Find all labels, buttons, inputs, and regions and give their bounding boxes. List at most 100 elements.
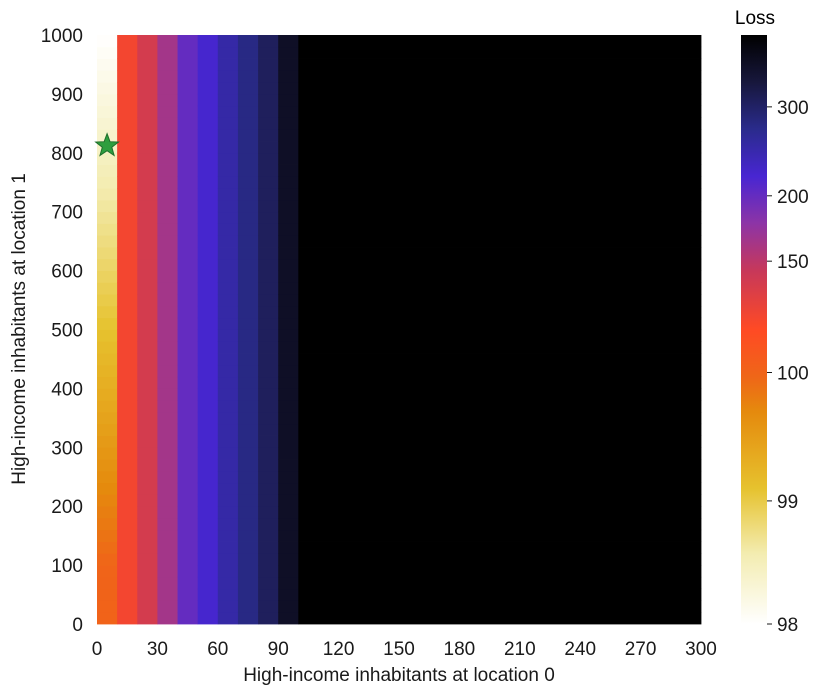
heatmap-cell <box>117 388 138 401</box>
heatmap-cell <box>177 341 199 354</box>
heatmap-cell <box>197 411 219 425</box>
heatmap-cell <box>177 588 199 601</box>
heatmap-cell <box>157 235 178 248</box>
heatmap-cell <box>298 541 702 554</box>
heatmap-cell <box>177 294 199 307</box>
heatmap-cell <box>217 329 239 342</box>
heatmap-cell <box>117 129 138 142</box>
heatmap-cell <box>298 129 702 142</box>
x-tick-label: 120 <box>323 639 355 660</box>
heatmap-cell <box>157 388 178 401</box>
heatmap-cell <box>197 364 219 378</box>
heatmap-cell <box>177 459 199 472</box>
heatmap-cell <box>137 364 158 378</box>
heatmap-cell <box>177 247 199 260</box>
heatmap-cell <box>157 93 178 107</box>
heatmap-cell <box>237 82 259 95</box>
heatmap-cell <box>157 35 178 48</box>
heatmap-cell <box>177 364 199 378</box>
heatmap-cell <box>117 247 138 260</box>
heatmap-cell <box>197 82 219 95</box>
colorbar: Loss 98 99 100 150 200 300 <box>735 8 809 636</box>
heatmap-cell <box>117 400 138 413</box>
heatmap-cell <box>197 58 219 71</box>
heatmap-cell <box>197 470 219 484</box>
heatmap-cell <box>97 364 118 378</box>
heatmap-cell <box>117 270 138 283</box>
heatmap-cell <box>177 129 199 142</box>
heatmap-cell <box>278 588 299 601</box>
heatmap-cell <box>217 176 239 189</box>
heatmap-cell <box>117 364 138 378</box>
heatmap-cell <box>177 494 199 507</box>
heatmap-cell <box>217 164 239 177</box>
heatmap-cell <box>217 294 239 307</box>
heatmap-cell <box>177 400 199 413</box>
heatmap-cell <box>137 600 158 613</box>
heatmap-cell <box>137 235 158 248</box>
y-tick-label: 400 <box>51 379 83 400</box>
heatmap-cell <box>177 435 199 448</box>
heatmap-cell <box>237 35 259 48</box>
heatmap-cell <box>258 152 279 165</box>
heatmap-cell <box>217 565 239 578</box>
heatmap-cell <box>117 470 138 484</box>
heatmap-cell <box>137 117 158 130</box>
heatmap-cell <box>258 329 279 342</box>
colorbar-tick-label: 100 <box>777 363 809 384</box>
heatmap-cell <box>137 188 158 201</box>
heatmap-cell <box>278 82 299 95</box>
heatmap-cell <box>177 35 199 48</box>
y-tick-label: 500 <box>51 321 83 342</box>
heatmap-cell <box>278 247 299 260</box>
heatmap-cell <box>137 176 158 189</box>
heatmap-cell <box>197 282 219 295</box>
heatmap-cell <box>217 517 239 531</box>
heatmap-cell <box>217 188 239 201</box>
heatmap-cell <box>298 341 702 354</box>
heatmap-cell <box>217 400 239 413</box>
heatmap-cell <box>157 329 178 342</box>
heatmap-cell <box>197 152 219 165</box>
heatmap-cell <box>117 70 138 83</box>
heatmap-cell <box>177 105 199 118</box>
heatmap-cell <box>217 199 239 213</box>
heatmap-cell <box>157 612 178 625</box>
heatmap-cell <box>278 565 299 578</box>
heatmap-cell <box>117 353 138 366</box>
heatmap-cell <box>137 459 158 472</box>
heatmap-cell <box>298 494 702 507</box>
heatmap-cell <box>117 258 138 271</box>
heatmap-cell <box>137 588 158 601</box>
heatmap-cell <box>177 58 199 71</box>
heatmap-cell <box>197 423 219 436</box>
heatmap-cell <box>278 435 299 448</box>
heatmap-cell <box>177 411 199 425</box>
x-tick-label: 90 <box>268 639 289 660</box>
heatmap-cell <box>197 247 219 260</box>
heatmap-cell <box>177 82 199 95</box>
heatmap-cell <box>237 211 259 224</box>
heatmap-cell <box>137 317 158 330</box>
heatmap-cell <box>177 541 199 554</box>
heatmap-cell <box>278 553 299 566</box>
heatmap-cell <box>298 58 702 71</box>
heatmap-cell <box>117 223 138 236</box>
heatmap-cell <box>298 235 702 248</box>
heatmap-cell <box>97 317 118 330</box>
heatmap-cell <box>137 270 158 283</box>
heatmap-cell <box>137 305 158 319</box>
heatmap-cell <box>157 506 178 519</box>
heatmap-cell <box>237 235 259 248</box>
heatmap-cell <box>278 517 299 531</box>
y-axis-ticks: 0 100 200 300 400 500 600 700 800 900 1000 <box>41 26 83 636</box>
heatmap-cell <box>298 46 702 59</box>
heatmap-cell <box>298 506 702 519</box>
heatmap-cell <box>137 329 158 342</box>
heatmap-cell <box>217 423 239 436</box>
heatmap-cell <box>157 129 178 142</box>
heatmap-cell <box>157 341 178 354</box>
y-tick-label: 200 <box>51 497 83 518</box>
y-tick-label: 300 <box>51 438 83 459</box>
heatmap-cell <box>237 329 259 342</box>
